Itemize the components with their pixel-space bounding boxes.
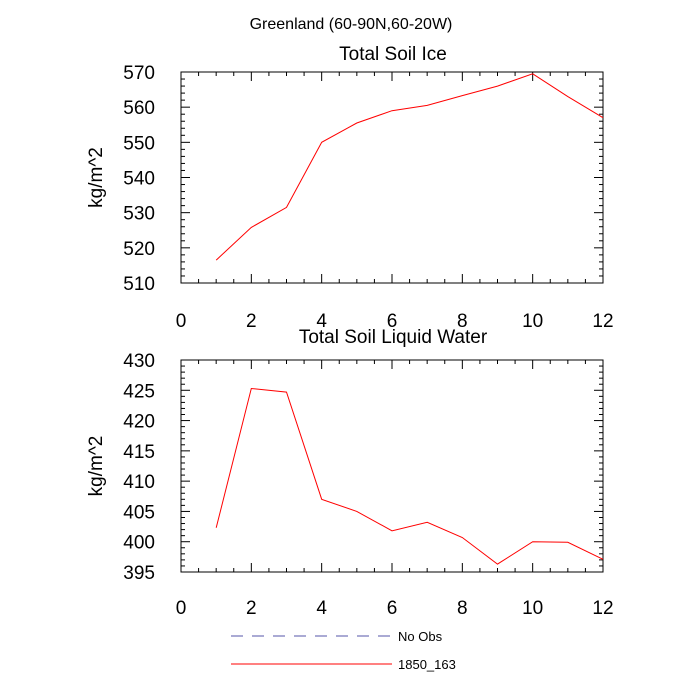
plot-frame [180, 71, 604, 284]
x-tick-label: 4 [316, 311, 327, 332]
y-tick-label: 415 [123, 442, 155, 463]
x-tick-label: 2 [246, 311, 257, 332]
chart-panel-soil-ice: 0 2 4 6 8 10 12 510 520 530 540 550 560 570 Total Soil… [86, 44, 614, 332]
y-tick-label: 510 [123, 274, 155, 295]
y-axis-label: kg/m^2 [86, 147, 107, 208]
y-tick-label: 560 [123, 98, 155, 119]
x-tick-label: 10 [522, 598, 543, 619]
figure-title: Greenland (60-90N,60-20W) [250, 16, 453, 33]
y-tick-label: 550 [123, 133, 155, 154]
y-tick-label: 410 [123, 472, 155, 493]
y-tick-label: 395 [123, 563, 155, 584]
y-tick-label: 540 [123, 169, 155, 190]
y-tick-label: 420 [123, 412, 155, 433]
panel-title: Total Soil Ice [339, 44, 447, 65]
x-tick-label: 0 [176, 311, 187, 332]
x-tick-label: 12 [592, 598, 613, 619]
y-tick-label: 520 [123, 239, 155, 260]
series-line-1850_163 [215, 73, 604, 261]
y-axis-label: kg/m^2 [86, 436, 107, 497]
x-tick-label: 0 [176, 598, 187, 619]
y-tick-label: 570 [123, 63, 155, 84]
x-tick-label: 4 [316, 598, 327, 619]
x-tick-label: 6 [387, 598, 398, 619]
x-tick-label: 8 [457, 311, 468, 332]
x-tick-label: 2 [246, 598, 257, 619]
legend-label: 1850_163 [398, 657, 456, 672]
chart-panel-soil-liquid-water: 0 2 4 6 8 10 12 395 400 405 410 415 420 425 430 Total S… [86, 327, 614, 619]
plot-frame [180, 359, 604, 573]
panel-title: Total Soil Liquid Water [299, 327, 488, 348]
y-tick-label: 530 [123, 204, 155, 225]
x-tick-label: 10 [522, 311, 543, 332]
legend-label: No Obs [398, 629, 443, 644]
x-tick-label: 8 [457, 598, 468, 619]
y-tick-label: 400 [123, 533, 155, 554]
y-tick-label: 430 [123, 351, 155, 372]
y-tick-label: 405 [123, 502, 155, 523]
series-line-1850_163 [215, 387, 604, 565]
x-tick-label: 6 [387, 311, 398, 332]
legend: No Obs 1850_163 [231, 629, 456, 672]
x-tick-label: 12 [592, 311, 613, 332]
y-tick-label: 425 [123, 381, 155, 402]
